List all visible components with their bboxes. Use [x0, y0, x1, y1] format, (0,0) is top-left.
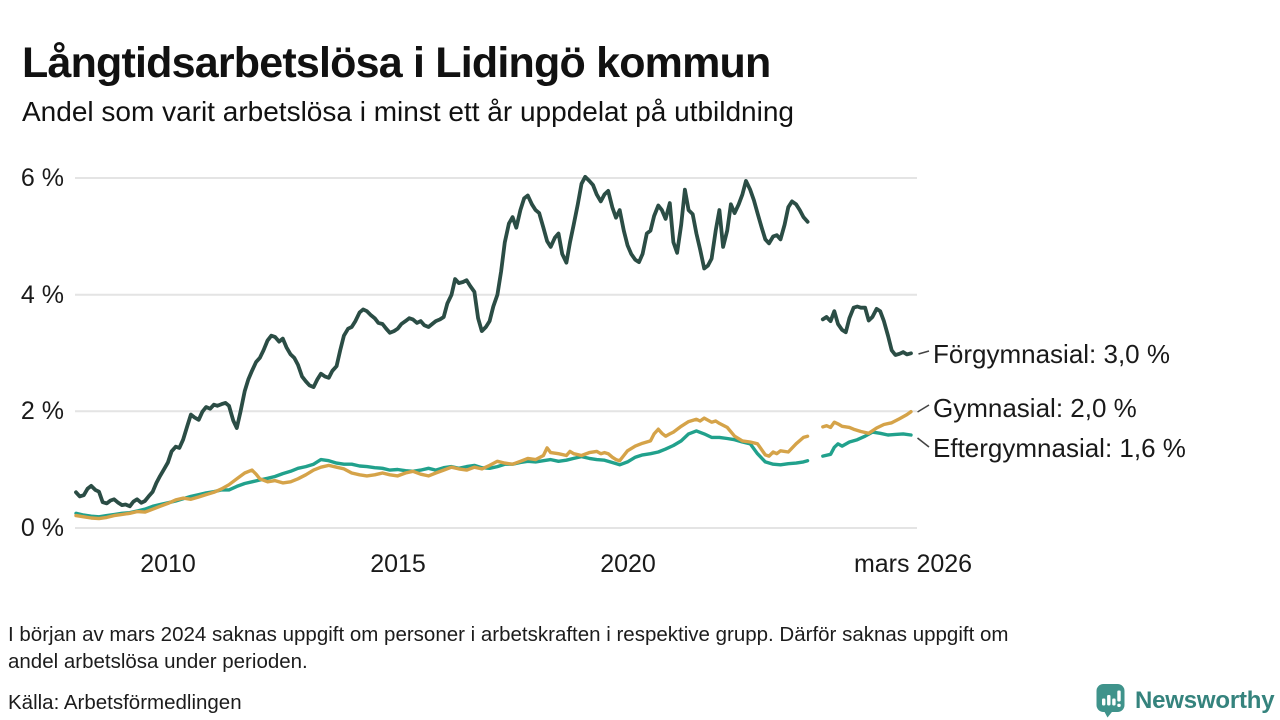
series-end-label-eftergymnasial: Eftergymnasial: 1,6 %	[933, 433, 1186, 463]
series-line-gymnasial-segment-1	[74, 416, 810, 521]
label-connectors	[917, 350, 930, 448]
page-title: Långtidsarbetslösa i Lidingö kommun	[22, 38, 771, 87]
label-connector-gymnasial	[917, 404, 930, 413]
x-axis-tick-mars2026: mars 2026	[853, 550, 973, 578]
series-end-label-forgymnasial: Förgymnasial: 3,0 %	[933, 339, 1170, 369]
chart-footnote-line-2: andel arbetslösa under perioden.	[8, 650, 308, 673]
series-line-forgymnasial-segment-1	[74, 174, 810, 509]
y-axis-tick-6pct: 6 %	[20, 164, 64, 192]
newsworthy-speech-bubble-bar-chart-icon	[1096, 684, 1125, 718]
page-subtitle: Andel som varit arbetslösa i minst ett å…	[22, 96, 794, 127]
x-axis-tick-2020: 2020	[600, 550, 656, 578]
source-credit: Källa: Arbetsförmedlingen	[8, 691, 242, 714]
label-connector-eftergymnasial	[917, 437, 930, 448]
y-axis-tick-0pct: 0 %	[20, 514, 64, 542]
x-axis-tick-2015: 2015	[370, 550, 426, 578]
gridlines	[75, 177, 917, 529]
label-connector-forgymnasial	[918, 350, 930, 355]
series-line-gymnasial-segment-2	[821, 410, 913, 435]
newsworthy-wordmark: Newsworthy	[1135, 686, 1275, 714]
series-layer	[74, 174, 913, 521]
newsworthy-logo: Newsworthy	[1095, 683, 1275, 718]
series-end-label-gymnasial: Gymnasial: 2,0 %	[933, 393, 1137, 423]
series-line-eftergymnasial-segment-1	[74, 429, 810, 519]
y-axis-tick-4pct: 4 %	[20, 281, 64, 309]
chart-footnote-line-1: I början av mars 2024 saknas uppgift om …	[8, 623, 1009, 646]
y-axis-tick-2pct: 2 %	[20, 397, 64, 425]
series-line-eftergymnasial-segment-2	[821, 430, 913, 458]
x-axis-tick-2010: 2010	[140, 550, 196, 578]
chart-footnote: I början av mars 2024 saknas uppgift om …	[8, 621, 1258, 675]
series-line-forgymnasial-segment-2	[820, 304, 913, 357]
